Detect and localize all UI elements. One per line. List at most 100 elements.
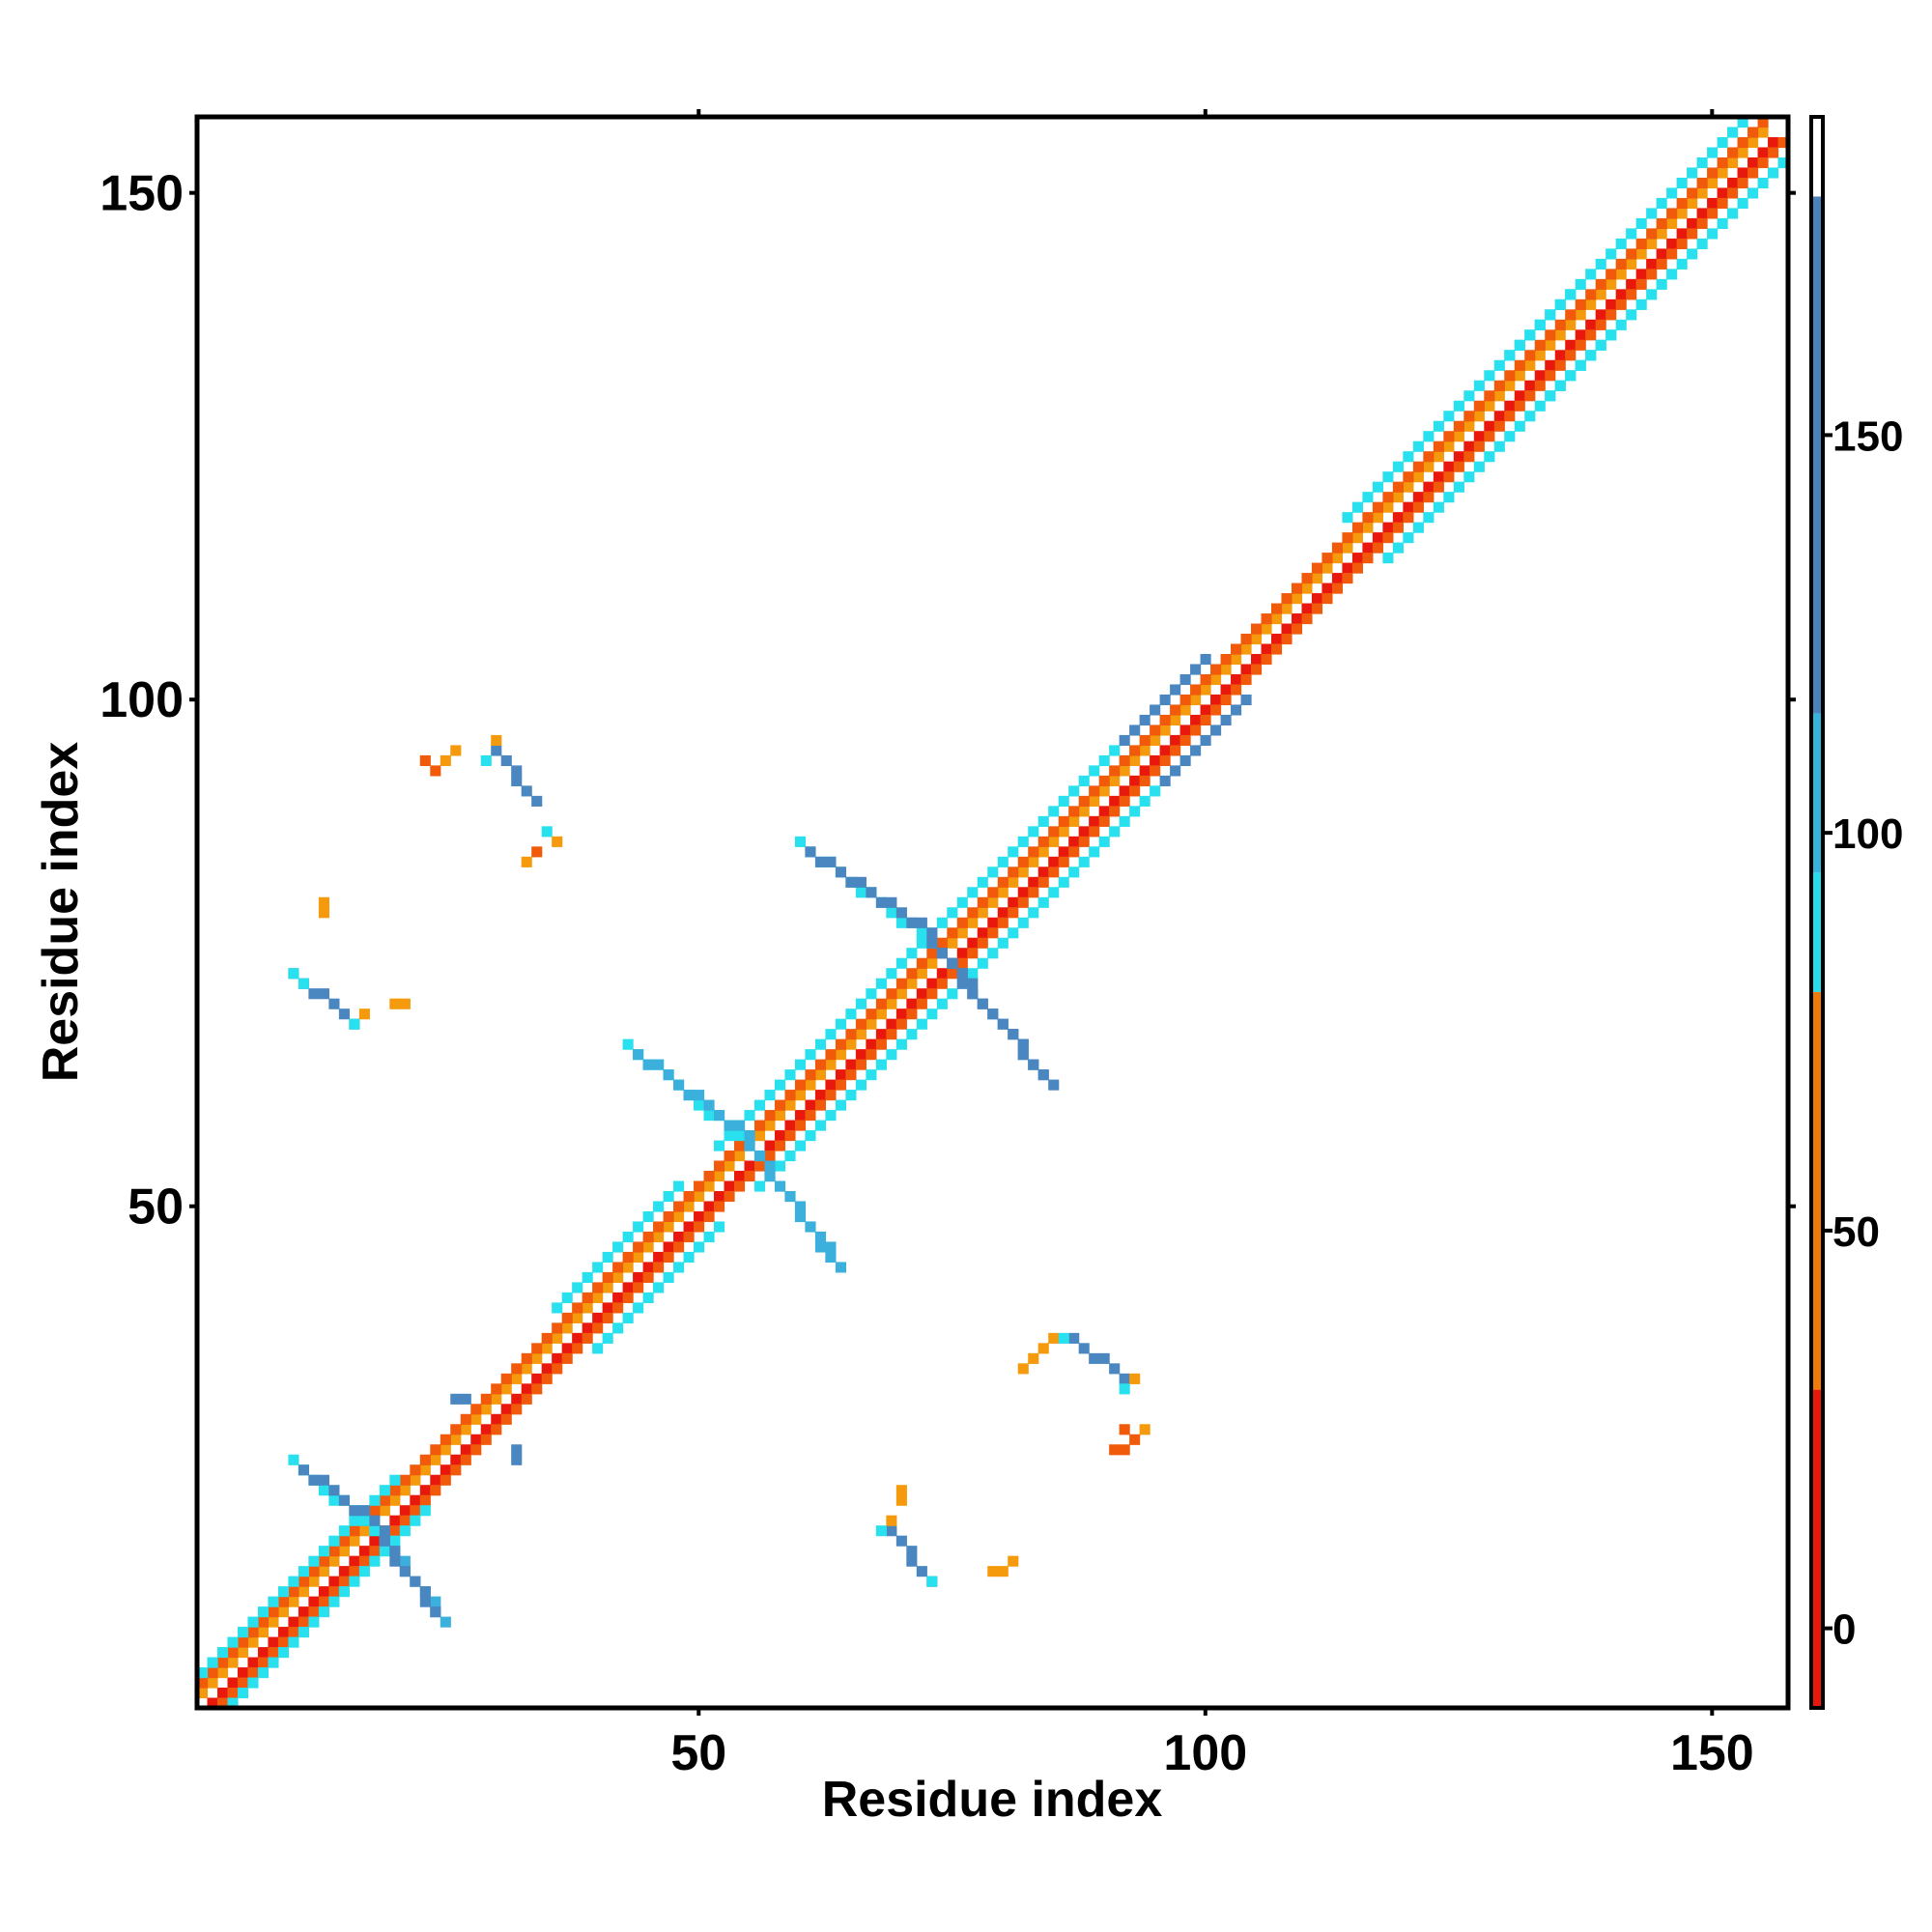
heatmap-cell	[1159, 754, 1171, 766]
heatmap-cell	[572, 1332, 583, 1344]
heatmap-cell	[328, 998, 340, 1009]
heatmap-cell	[622, 1282, 634, 1293]
heatmap-cell	[835, 1262, 846, 1273]
heatmap-cell	[895, 1009, 907, 1020]
heatmap-cell	[673, 1180, 685, 1192]
heatmap-cell	[835, 1038, 846, 1050]
heatmap-cell	[1311, 573, 1323, 584]
heatmap-cell	[805, 846, 816, 858]
heatmap-cell	[744, 1110, 755, 1122]
heatmap-cell	[1129, 1373, 1141, 1384]
heatmap-cell	[1150, 754, 1161, 766]
heatmap-cell	[1170, 704, 1181, 716]
heatmap-cell	[521, 1393, 532, 1405]
heatmap-cell	[410, 1474, 421, 1486]
heatmap-cell	[1412, 471, 1424, 483]
heatmap-cell	[1565, 319, 1577, 330]
heatmap-cell	[207, 1677, 218, 1689]
heatmap-cell	[480, 754, 492, 766]
heatmap-cell	[1129, 724, 1141, 736]
heatmap-cell	[1635, 278, 1647, 290]
heatmap-cell	[967, 948, 979, 959]
heatmap-cell	[1037, 1343, 1049, 1354]
heatmap-cell	[1382, 501, 1394, 513]
heatmap-cell	[491, 734, 502, 747]
heatmap-cell	[633, 1221, 644, 1233]
heatmap-cell	[784, 1190, 796, 1203]
heatmap-cell	[633, 1282, 644, 1293]
heatmap-cell	[744, 1140, 755, 1151]
heatmap-cell	[1129, 806, 1141, 817]
heatmap-cell	[1150, 765, 1161, 777]
heatmap-cell	[1666, 248, 1678, 260]
heatmap-cell	[1666, 217, 1678, 229]
heatmap-cell	[1534, 400, 1546, 412]
heatmap-cell	[805, 1049, 816, 1061]
heatmap-cell	[369, 1555, 381, 1567]
heatmap-cell	[875, 1038, 887, 1050]
heatmap-cell	[1017, 887, 1029, 898]
heatmap-cell	[308, 1596, 320, 1607]
heatmap-cell	[1423, 431, 1435, 442]
heatmap-cell	[430, 765, 441, 777]
heatmap-cell	[926, 957, 938, 969]
heatmap-cell	[1139, 734, 1151, 747]
heatmap-cell	[1524, 411, 1536, 422]
heatmap-cell	[1534, 339, 1546, 351]
heatmap-cell	[1179, 694, 1191, 706]
heatmap-cell	[379, 1525, 390, 1537]
heatmap-cell	[1089, 1352, 1100, 1364]
heatmap-cell	[825, 1079, 837, 1091]
heatmap-cell	[1200, 684, 1211, 696]
heatmap-cell	[1159, 694, 1171, 706]
heatmap-cell	[1281, 603, 1293, 614]
heatmap-cell	[642, 1262, 654, 1273]
heatmap-cell	[1200, 714, 1211, 726]
heatmap-cell	[835, 1049, 846, 1061]
heatmap-cell	[1362, 522, 1374, 533]
heatmap-cell	[1261, 643, 1272, 655]
heatmap-cell	[1150, 734, 1161, 747]
heatmap-cell	[561, 1322, 573, 1334]
heatmap-cell	[1351, 553, 1363, 564]
heatmap-cell	[1453, 420, 1464, 432]
heatmap-cell	[1017, 896, 1029, 908]
heatmap-cell	[572, 1282, 583, 1293]
heatmap-cell	[835, 1018, 846, 1030]
heatmap-cell	[886, 1049, 897, 1061]
heatmap-cell	[1484, 400, 1495, 412]
heatmap-cell	[1545, 329, 1556, 341]
heatmap-cell	[308, 1606, 320, 1618]
heatmap-cell	[947, 957, 958, 969]
heatmap-cell	[1423, 481, 1435, 493]
heatmap-cell	[825, 1029, 837, 1040]
heatmap-cell	[338, 1494, 350, 1506]
heatmap-cell	[683, 1231, 695, 1243]
heatmap-cell	[1362, 492, 1374, 503]
heatmap-cell	[642, 1241, 654, 1253]
heatmap-cell	[1028, 1352, 1039, 1364]
heatmap-cell	[936, 998, 948, 1009]
heatmap-cell	[724, 1130, 735, 1142]
heatmap-cell	[531, 1343, 543, 1354]
heatmap-cell	[855, 998, 867, 1009]
heatmap-cell	[1037, 867, 1049, 878]
heatmap-cell	[886, 1018, 897, 1030]
heatmap-cell	[997, 907, 1009, 919]
heatmap-cell	[1554, 319, 1566, 330]
heatmap-cell	[298, 1627, 309, 1638]
heatmap-cell	[1595, 309, 1606, 321]
heatmap-cell	[845, 1059, 857, 1070]
heatmap-cell	[997, 917, 1009, 928]
heatmap-cell	[753, 1180, 766, 1192]
heatmap-cell	[805, 1221, 816, 1233]
heatmap-cell	[1078, 795, 1090, 807]
heatmap-cell	[410, 1464, 421, 1476]
heatmap-cell	[247, 1616, 259, 1628]
heatmap-cell	[500, 754, 512, 766]
heatmap-cell	[1727, 177, 1739, 189]
heatmap-cell	[247, 1636, 259, 1648]
heatmap-cell	[237, 1627, 249, 1638]
heatmap-cell	[1585, 319, 1597, 330]
heatmap-cell	[825, 1110, 837, 1122]
